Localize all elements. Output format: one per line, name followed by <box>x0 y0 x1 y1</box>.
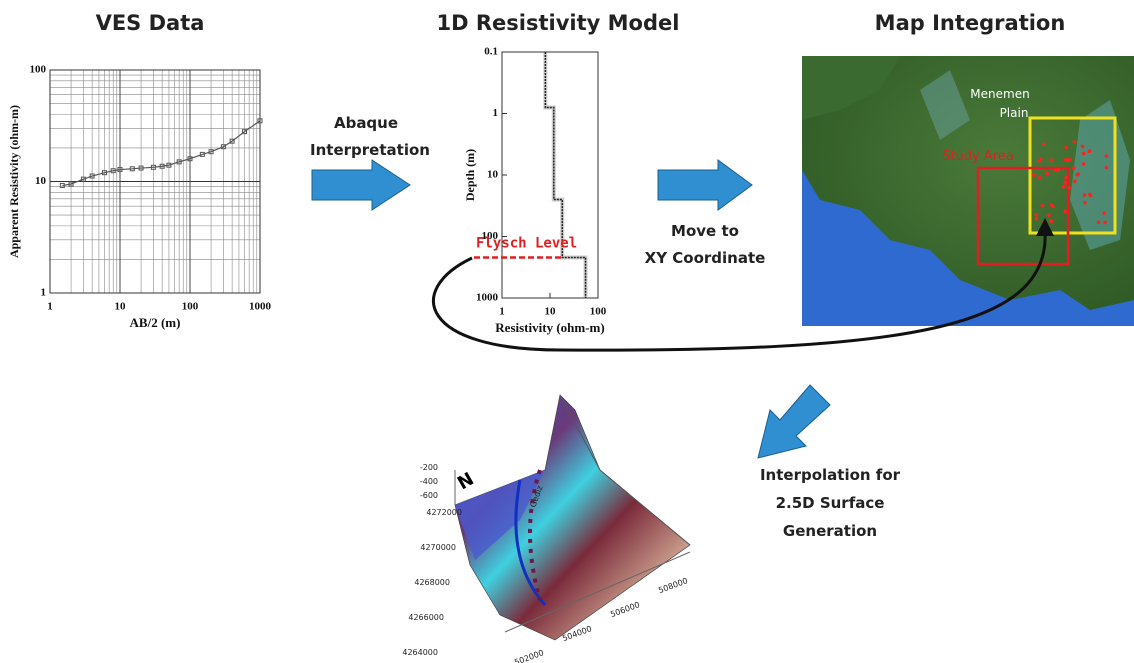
map-dot <box>1088 193 1092 197</box>
flow-arrow <box>658 160 752 210</box>
x-tick-label: 502000 <box>513 648 545 663</box>
map-dot <box>1081 145 1085 149</box>
y-tick-label: 1 <box>41 287 47 299</box>
y-tick-label: 4264000 <box>402 648 438 657</box>
map-dot <box>1034 213 1038 217</box>
x-tick-label: 1 <box>499 306 505 318</box>
map-dot <box>1103 221 1107 225</box>
step-label: XY Coordinate <box>645 249 766 267</box>
y-tick-label: 1 <box>493 107 499 119</box>
z-tick-label: -400 <box>420 477 438 486</box>
map-dot <box>1054 169 1058 173</box>
map-label: Plain <box>1000 106 1029 120</box>
z-tick-label: -200 <box>420 463 438 472</box>
y-axis-label: Depth (m) <box>463 149 477 201</box>
map-dot <box>1066 158 1070 162</box>
x-tick-label: 10 <box>545 306 557 318</box>
map-dot <box>1083 193 1087 197</box>
map-dot <box>1050 219 1054 223</box>
flow-arrow <box>312 160 410 210</box>
map-dot <box>1073 180 1077 184</box>
x-tick-label: 508000 <box>657 576 689 595</box>
map-dot <box>1032 173 1036 177</box>
step-label: Interpolation for <box>760 466 901 484</box>
y-tick-label: 1000 <box>476 292 499 304</box>
step-label: 2.5D Surface <box>776 494 885 512</box>
map-dot <box>1049 158 1053 162</box>
step-label: Interpretation <box>310 141 430 159</box>
map-dot <box>1050 203 1054 207</box>
map-label: Study Area <box>942 149 1014 164</box>
map-dot <box>1063 180 1067 184</box>
map-dot <box>1105 154 1109 158</box>
y-tick-label: 4272000 <box>426 508 462 517</box>
map-dot <box>1040 204 1044 208</box>
step-label: Generation <box>783 522 877 540</box>
panel-title: Map Integration <box>875 11 1066 35</box>
y-axis-label: Apparent Resistivity (ohm-m) <box>7 105 21 258</box>
map-label: Menemen <box>970 87 1029 101</box>
x-tick-label: 506000 <box>609 600 641 619</box>
x-tick-label: 1000 <box>249 301 272 313</box>
map-dot <box>1076 172 1080 176</box>
y-tick-label: 4270000 <box>420 543 456 552</box>
annotation-label: Flysch Level <box>476 236 577 252</box>
map-dot <box>1062 185 1066 189</box>
map-dot <box>1035 217 1039 221</box>
map-dot <box>1063 209 1067 213</box>
x-axis-label: Resistivity (ohm-m) <box>495 320 604 335</box>
panel-title: VES Data <box>96 11 205 35</box>
diagram: VES Data 1D Resistivity Model Map Integr… <box>0 0 1134 663</box>
map-dot <box>1072 166 1076 170</box>
x-tick-label: 100 <box>182 301 199 313</box>
map-dot <box>1105 166 1109 170</box>
map-dot <box>1047 213 1051 217</box>
y-tick-label: 4268000 <box>414 578 450 587</box>
map-dot <box>1073 140 1077 144</box>
y-tick-label: 10 <box>487 169 499 181</box>
map-dot <box>1064 146 1068 150</box>
map-dot <box>1088 149 1092 153</box>
map-dot <box>1082 152 1086 156</box>
y-tick-label: 100 <box>30 64 47 76</box>
x-axis-label: AB/2 (m) <box>130 315 181 330</box>
map-dot <box>1097 221 1101 225</box>
map-dot <box>1083 201 1087 205</box>
step-label: Move to <box>671 222 739 240</box>
map-dot <box>1082 162 1086 166</box>
z-tick-label: -600 <box>420 491 438 500</box>
map-dot <box>1038 176 1042 180</box>
step-label: Abaque <box>334 114 398 132</box>
panel-title: 1D Resistivity Model <box>437 11 680 35</box>
x-tick-label: 10 <box>115 301 127 313</box>
y-tick-label: 10 <box>35 175 47 187</box>
map-dot <box>1045 172 1049 176</box>
y-tick-label: 4266000 <box>408 613 444 622</box>
map-image <box>802 56 1134 326</box>
y-tick-label: 0.1 <box>484 46 498 58</box>
x-tick-label: 100 <box>590 306 607 318</box>
x-tick-label: 1 <box>47 301 53 313</box>
map-dot <box>1102 211 1106 215</box>
map-dot <box>1039 157 1043 161</box>
flow-arrow <box>758 385 830 458</box>
surface-3d: N <box>454 395 690 640</box>
map-dot <box>1067 186 1071 190</box>
svg-text:N: N <box>454 469 478 495</box>
map-dot <box>1064 176 1068 180</box>
map-dot <box>1042 142 1046 146</box>
